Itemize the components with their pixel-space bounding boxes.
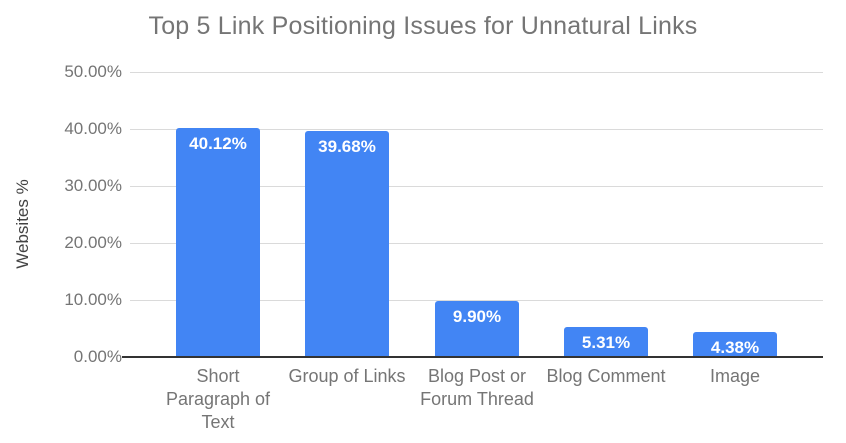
gridline [130, 185, 823, 187]
x-axis-line [122, 356, 823, 358]
plot-area: 40.12% 39.68% 9.90% 5.31% 4.38% [122, 71, 823, 358]
bar: 5.31% [564, 327, 648, 357]
bar: 39.68% [305, 131, 389, 357]
x-category-label: Blog Comment [546, 366, 666, 386]
y-tick-label: 30.00% [64, 176, 122, 195]
x-category-label: Image [709, 366, 761, 386]
bar-value-label: 9.90% [452, 307, 502, 326]
y-tick-label: 40.00% [64, 119, 122, 138]
y-tick-label: 0.00% [73, 347, 122, 366]
y-tick-label: 20.00% [64, 233, 122, 252]
y-tick-label: 10.00% [64, 290, 122, 309]
gridline [130, 128, 823, 130]
gridline [130, 71, 823, 73]
bar: 9.90% [435, 301, 519, 357]
bar: 40.12% [176, 128, 260, 357]
bar-value-label: 5.31% [581, 333, 631, 352]
y-tick-label: 50.00% [64, 62, 122, 81]
bar: 4.38% [693, 332, 777, 357]
y-axis-title: Websites % [13, 179, 32, 269]
gridline [130, 242, 823, 244]
bar-value-label: 4.38% [710, 338, 760, 357]
x-category-label: Blog Post or Forum Thread [420, 366, 534, 409]
bar-value-label: 39.68% [318, 137, 376, 156]
bar-value-label: 40.12% [189, 134, 247, 153]
x-category-label: Short Paragraph of Text [165, 366, 271, 432]
chart-title: Top 5 Link Positioning Issues for Unnatu… [148, 12, 698, 40]
x-category-label: Group of Links [288, 366, 406, 386]
gridline [130, 299, 823, 301]
